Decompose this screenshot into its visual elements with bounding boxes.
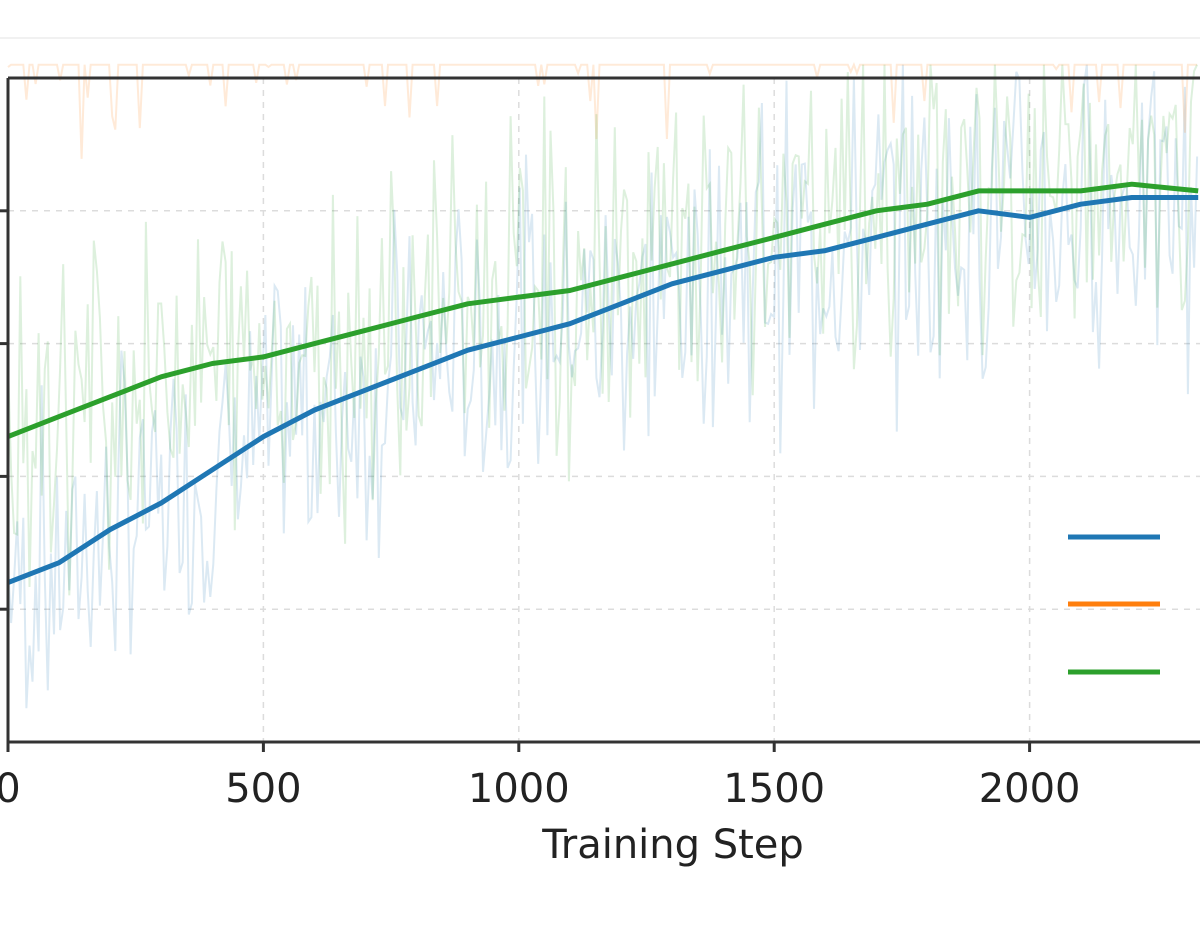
legend (1068, 534, 1160, 675)
raw-series-line-1 (7, 61, 1198, 159)
smoothed-series-line-0 (7, 195, 1199, 585)
raw-series-line-0 (7, 64, 1199, 709)
x-axis-title: Training Step (541, 822, 804, 868)
x-tick-label: 500 (225, 766, 301, 812)
axes (0, 76, 1200, 752)
raw-series-layer (7, 61, 1199, 709)
x-tick-label: 1000 (468, 766, 570, 812)
tick-labels: 0 500 1000 1500 2000 (0, 766, 1080, 812)
smoothed-series-layer (7, 181, 1199, 585)
x-tick-label: 1500 (723, 766, 825, 812)
raw-series-line-2 (7, 64, 1199, 596)
x-tick-label: 0 (0, 766, 21, 812)
smoothed-series-line-2 (7, 181, 1199, 439)
x-tick-label: 2000 (979, 766, 1081, 812)
